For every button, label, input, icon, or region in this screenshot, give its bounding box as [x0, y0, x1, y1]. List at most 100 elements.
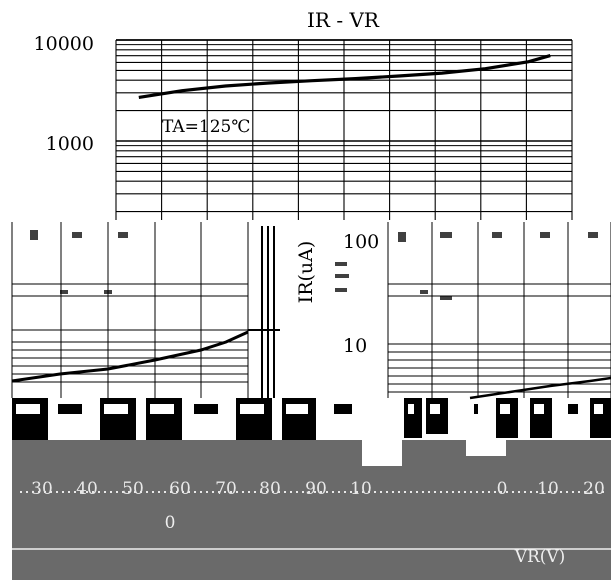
- y-tick-label-10000: 10000: [34, 33, 94, 55]
- band-block-inner: [150, 404, 174, 414]
- x-tick-dot: [554, 491, 556, 493]
- lower-data-line-right: [469, 376, 611, 400]
- x-tick-dot: [134, 491, 136, 493]
- x-tick-dot: [584, 491, 586, 493]
- x-tick-dot: [140, 491, 142, 493]
- upper-data-line: [138, 54, 551, 99]
- noise-mark: [440, 232, 452, 238]
- x-tick-label: 10: [537, 479, 559, 499]
- noise-mark: [420, 290, 428, 294]
- x-tick-dot: [236, 491, 238, 493]
- x-tick-dot: [80, 491, 82, 493]
- band-fragment: [466, 440, 506, 456]
- x-tick-label: 20: [583, 479, 605, 499]
- x-tick-dot: [44, 491, 46, 493]
- x-tick-dot: [254, 491, 256, 493]
- x-tick-dot: [188, 491, 190, 493]
- y-tick-label-10: 10: [343, 335, 367, 357]
- x-tick-dot: [572, 491, 574, 493]
- lower-plot-band: [11, 222, 611, 440]
- x-tick-label: 40: [76, 479, 98, 499]
- x-tick-dot: [110, 491, 112, 493]
- bottom-region: [12, 440, 611, 580]
- x-tick-dot: [152, 491, 154, 493]
- x-tick-dot: [476, 491, 478, 493]
- x-tick-dot: [302, 491, 304, 493]
- x-tick-dot: [320, 491, 322, 493]
- x-tick-dot: [452, 491, 454, 493]
- x-tick-dot: [398, 491, 400, 493]
- band-block: [426, 398, 448, 434]
- x-tick-label: 60: [169, 479, 191, 499]
- x-tick-dot: [218, 491, 220, 493]
- band-block-inner: [240, 404, 264, 414]
- x-tick-dot: [74, 491, 76, 493]
- x-tick-dot: [104, 491, 106, 493]
- x-tick-dot: [182, 491, 184, 493]
- band-block-inner: [430, 404, 440, 414]
- x-tick-dot: [38, 491, 40, 493]
- x-tick-label: 30: [31, 479, 53, 499]
- x-tick-dot: [284, 491, 286, 493]
- noise-mark: [104, 290, 112, 294]
- x-tick-dot: [434, 491, 436, 493]
- x-tick-dot: [332, 491, 334, 493]
- x-tick-dot: [422, 491, 424, 493]
- x-tick-dot: [530, 491, 532, 493]
- band-block-inner: [58, 404, 82, 414]
- x-tick-dot: [410, 491, 412, 493]
- noise-mark: [60, 290, 68, 294]
- x-tick-dot: [464, 491, 466, 493]
- x-tick-label: 90: [305, 479, 327, 499]
- x-tick-dot: [494, 491, 496, 493]
- x-tick-dot: [266, 491, 268, 493]
- x-tick-dot: [368, 491, 370, 493]
- band-fragment: [362, 440, 402, 466]
- x-tick-dot: [158, 491, 160, 493]
- x-tick-dot: [32, 491, 34, 493]
- x-tick-dot: [272, 491, 274, 493]
- x-tick-dot: [590, 491, 592, 493]
- x-tick-dot: [458, 491, 460, 493]
- x-tick-dot: [68, 491, 70, 493]
- x-tick-dot: [518, 491, 520, 493]
- x-tick-dot: [488, 491, 490, 493]
- band-block-inner: [568, 404, 578, 414]
- x-tick-dot: [356, 491, 358, 493]
- x-tick-dot: [578, 491, 580, 493]
- x-tick-dot: [56, 491, 58, 493]
- x-tick-dot: [122, 491, 124, 493]
- noise-mark: [72, 232, 82, 238]
- x-tick-dot: [482, 491, 484, 493]
- y-tick-label-1000: 1000: [46, 133, 94, 155]
- x-tick-dot: [230, 491, 232, 493]
- noise-mark: [440, 296, 452, 300]
- x-tick-dot: [206, 491, 208, 493]
- upper-plot-grid: [115, 39, 573, 220]
- x-tick-dot: [224, 491, 226, 493]
- x-tick-dot: [308, 491, 310, 493]
- x-tick-dot: [548, 491, 550, 493]
- x-tick-dot: [260, 491, 262, 493]
- x-tick-dot: [602, 491, 604, 493]
- x-tick-dot: [524, 491, 526, 493]
- noise-mark: [335, 262, 347, 266]
- x-tick-dot: [212, 491, 214, 493]
- temperature-annotation: TA=125℃: [162, 117, 250, 137]
- x-tick-dot: [512, 491, 514, 493]
- x-center-label: 0: [165, 513, 176, 533]
- x-tick-dot: [536, 491, 538, 493]
- x-tick-dot: [164, 491, 166, 493]
- x-tick-dot: [194, 491, 196, 493]
- x-tick-dot: [566, 491, 568, 493]
- x-tick-dot: [170, 491, 172, 493]
- noise-mark: [540, 232, 550, 238]
- x-tick-dot: [296, 491, 298, 493]
- y-tick-label-100: 100: [343, 231, 379, 253]
- x-tick-dot: [242, 491, 244, 493]
- x-tick-dot: [542, 491, 544, 493]
- band-block-inner: [16, 404, 40, 414]
- lower-data-line-left: [11, 330, 249, 383]
- band-block-inner: [334, 404, 352, 414]
